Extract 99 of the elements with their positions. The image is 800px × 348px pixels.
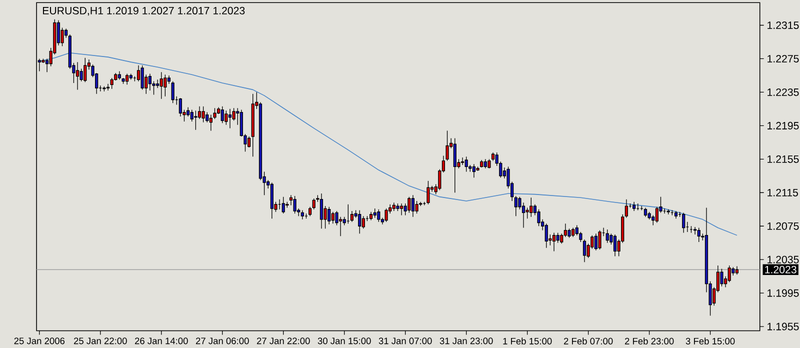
x-tick-label: 31 Jan 23:00	[440, 337, 493, 344]
candlestick	[224, 110, 228, 125]
candlestick	[358, 210, 362, 234]
candlestick	[328, 206, 331, 225]
y-tick-label: 1.2275	[768, 54, 799, 62]
x-tick-label: 27 Jan 22:00	[256, 337, 310, 344]
candlestick	[655, 206, 658, 223]
candlestick	[632, 201, 636, 212]
candlestick	[186, 106, 190, 117]
candlestick	[472, 164, 476, 178]
candlestick	[530, 197, 533, 218]
candlestick	[613, 234, 617, 256]
x-tick-label: 1 Feb 15:00	[503, 337, 552, 344]
candlestick	[206, 112, 209, 122]
y-tick-label: 1.2195	[768, 122, 799, 130]
candlestick	[76, 62, 80, 90]
candlestick	[453, 138, 456, 193]
y-tick-label: 1.2235	[768, 88, 799, 96]
x-tick-label: 3 Feb 15:00	[686, 337, 735, 344]
candlestick	[720, 268, 724, 287]
candlestick	[697, 227, 700, 242]
candlestick	[408, 196, 411, 213]
candlestick	[572, 227, 575, 238]
candlestick	[80, 68, 83, 82]
candlestick	[293, 195, 296, 214]
candlestick	[228, 108, 232, 128]
y-tick-label: 1.2075	[768, 222, 799, 230]
y-tick-label: 1.2155	[768, 155, 799, 163]
candlestick	[190, 109, 194, 122]
x-tick-label: 30 Jan 15:00	[318, 337, 371, 344]
y-tick-label: 1.2315	[768, 21, 799, 29]
chart-title: EURUSD,H1 1.2019 1.2027 1.2017 1.2023	[42, 6, 245, 16]
candlestick	[400, 202, 404, 216]
candlestick	[552, 232, 556, 252]
y-tick-label: 1.1995	[768, 289, 799, 297]
candlestick	[178, 98, 182, 117]
candlestick	[384, 208, 388, 222]
candlestick	[411, 194, 415, 218]
candlestick	[209, 114, 212, 131]
candlestick	[415, 200, 418, 214]
candlestick	[644, 207, 648, 218]
candlestick	[194, 110, 198, 130]
candlestick	[248, 136, 251, 148]
y-tick-label: 1.2115	[768, 188, 798, 196]
candlestick	[320, 192, 324, 229]
candlestick	[164, 74, 167, 97]
candlestick	[232, 108, 236, 121]
candlestick	[220, 106, 224, 124]
candlestick	[312, 198, 316, 210]
candlestick	[518, 196, 522, 210]
candlestick	[537, 208, 540, 226]
candlestick	[579, 231, 582, 242]
y-tick-label: 1.2035	[768, 256, 799, 264]
candlestick	[426, 180, 430, 204]
candlestick	[556, 232, 560, 243]
candlestick	[606, 228, 609, 243]
x-tick-label: 2 Feb 23:00	[624, 337, 674, 344]
candlestick	[156, 79, 160, 88]
x-tick-label: 27 Jan 06:00	[196, 337, 249, 344]
candlestick	[377, 208, 380, 222]
candlestick	[282, 196, 285, 214]
x-tick-label: 2 Feb 07:00	[564, 337, 613, 344]
x-tick-label: 25 Jan 22:00	[74, 337, 127, 344]
y-tick-label: 1.1955	[768, 322, 799, 330]
candlestick	[202, 106, 205, 122]
candlestick	[598, 230, 602, 250]
x-tick-label: 31 Jan 07:00	[378, 337, 432, 344]
candlestick	[682, 212, 686, 233]
candlestick	[693, 226, 697, 235]
candlestick	[624, 198, 628, 218]
x-tick-label: 25 Jan 2006	[14, 337, 65, 344]
ref-line-label: 1.2023	[765, 266, 796, 274]
candlestick	[560, 233, 564, 244]
candlestick	[338, 216, 342, 236]
candlestick	[362, 216, 365, 229]
candlestick	[300, 210, 304, 220]
candlestick	[140, 64, 144, 90]
candlestick	[171, 80, 174, 104]
candlestick	[84, 57, 87, 82]
candlestick	[148, 73, 152, 91]
x-tick-label: 26 Jan 14:00	[134, 337, 188, 344]
candlestick	[350, 210, 354, 222]
candlestick	[484, 158, 487, 169]
candlestick	[544, 223, 548, 248]
candlestick	[464, 156, 468, 172]
candlestick	[728, 264, 731, 282]
candlestick	[373, 208, 376, 218]
candlestick	[331, 211, 334, 224]
candlestick	[514, 195, 518, 216]
candlestick	[126, 73, 129, 85]
candlestick	[522, 202, 526, 228]
candlestick	[110, 77, 114, 89]
candlestick	[308, 206, 312, 216]
candlestick	[594, 233, 598, 251]
candlestick	[460, 156, 464, 166]
candlestick	[160, 72, 163, 100]
candlestick	[198, 106, 202, 120]
candlestick	[106, 83, 110, 91]
candlestick	[582, 238, 586, 262]
